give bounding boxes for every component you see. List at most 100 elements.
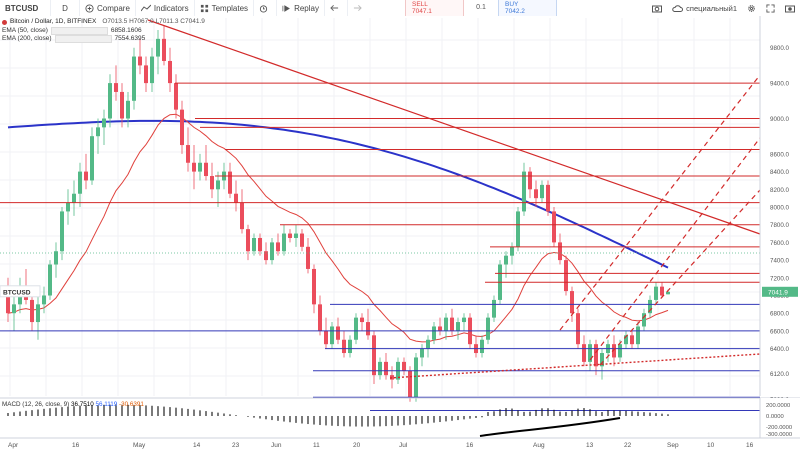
compare-icon (85, 3, 94, 13)
buy-price: 7042.2 (505, 8, 525, 15)
redo-button[interactable] (348, 0, 370, 16)
price-tick-label: 8000.0 (770, 205, 789, 212)
time-tick-label: 10 (707, 442, 715, 449)
candle-body (282, 233, 286, 252)
candle-body (264, 251, 268, 261)
candle-body (594, 344, 598, 367)
candle-body (162, 38, 166, 61)
candle-body (444, 317, 448, 331)
buy-label: BUY (505, 0, 519, 8)
trendline-drawings[interactable] (0, 19, 761, 412)
ema50-legend-swatch (50, 26, 108, 35)
candle-body (636, 326, 640, 345)
symbol-search-button[interactable]: BTCUSD (0, 0, 51, 16)
time-axis[interactable]: Apr 16 May 14 23 Jun 11 20 Jul 16 Aug 13 22 Sep 10 16 (0, 437, 800, 449)
candle-body (36, 304, 40, 323)
ema200-legend-swatch (54, 35, 112, 44)
templates-button[interactable]: Templates (195, 0, 255, 16)
candle-body (420, 348, 424, 358)
grid-lines (0, 18, 760, 396)
indicators-button[interactable]: Indicators (136, 0, 195, 16)
snapshot-button[interactable] (647, 0, 667, 16)
fullscreen-button[interactable] (761, 0, 780, 16)
macd-tick-label: 200.0000 (766, 403, 790, 409)
candle-body (456, 322, 460, 331)
ema50-legend-value: 6858.1606 (110, 26, 142, 34)
replay-button[interactable]: Replay (277, 0, 325, 16)
trade-panel: SELL 7047.1 0.1 BUY 7042.2 (405, 0, 557, 17)
candle-body (564, 260, 568, 292)
quantity-field[interactable]: 0.1 (464, 0, 498, 16)
candle-body (228, 171, 232, 194)
interval-button[interactable]: D (51, 0, 80, 16)
chart-area[interactable]: 10200.0 9800.0 9400.0 9000.0 8600.0 8400.0 820… (0, 16, 800, 455)
macd-value-signal: -30.6391 (119, 401, 144, 408)
candle-body (306, 246, 310, 269)
buy-button[interactable]: BUY 7042.2 (498, 0, 557, 17)
candle-body (288, 233, 292, 238)
price-axis-bg (760, 16, 800, 396)
candle-body (156, 38, 160, 57)
price-tick-label: 9800.0 (770, 45, 789, 52)
candle-body (534, 189, 538, 199)
candle-body (426, 339, 430, 349)
indicators-label: Indicators (153, 3, 189, 13)
candle-body (438, 326, 442, 331)
snapshot-share-button[interactable] (780, 0, 800, 16)
price-tick-label: 6120.0 (770, 371, 789, 378)
candle-body (324, 330, 328, 345)
candle-body (360, 317, 364, 323)
time-tick-label: 11 (313, 442, 320, 449)
price-tick-label: 8600.0 (770, 151, 789, 158)
settings-button[interactable] (742, 0, 761, 16)
candle-body (552, 211, 556, 243)
alert-button[interactable] (254, 0, 278, 16)
channel-upper-dashed (589, 137, 761, 361)
price-tick-label: 9400.0 (770, 81, 789, 88)
macd-pane: 200.0000 0.0000 -200.0000-300.0000 (0, 397, 800, 438)
candle-body (192, 162, 196, 172)
channel-upper2-dashed (559, 74, 761, 331)
quantity-value: 0.1 (476, 4, 486, 12)
price-axis[interactable]: 10200.0 9800.0 9400.0 9000.0 8600.0 8400.0 820… (0, 16, 800, 419)
fullscreen-icon (766, 3, 775, 13)
candle-body (84, 171, 88, 181)
right-toolbar: специальный1 (647, 0, 800, 16)
macd-tick-label: -200.0000 (766, 425, 792, 431)
price-tick-label: 8200.0 (770, 187, 789, 194)
candle-body (78, 171, 82, 194)
layout-name: специальный1 (686, 3, 737, 13)
indicators-icon (140, 4, 151, 12)
candle-body (546, 184, 550, 212)
candle-body (462, 317, 466, 323)
candle-body (492, 299, 496, 318)
candle-body (588, 344, 592, 362)
candle-body (90, 136, 94, 181)
undo-button[interactable] (325, 0, 348, 16)
candle-body (450, 317, 454, 331)
candle-body (540, 184, 544, 199)
sell-button[interactable]: SELL 7047.1 (405, 0, 464, 17)
candle-body (504, 255, 508, 265)
time-tick-label: Sep (667, 442, 679, 449)
candle-body (654, 286, 658, 300)
current-price-label: 7041.9 (768, 289, 788, 296)
candle-body (246, 229, 250, 252)
price-tick-label: 10200.0 (770, 16, 793, 17)
candle-body (294, 233, 298, 238)
candle-body (642, 313, 646, 327)
time-tick-label: 14 (193, 442, 201, 449)
candle-body (96, 127, 100, 137)
current-price-badge (762, 286, 798, 297)
candle-body (234, 193, 238, 203)
candle-body (318, 304, 322, 331)
candle-body (402, 361, 406, 371)
layout-name-button[interactable]: специальный1 (667, 0, 742, 16)
candle-body (102, 118, 106, 128)
compare-button[interactable]: Compare (80, 0, 136, 16)
chart-legend: Bitcoin / Dollar, 1D, BITFINEX O7013.5 H… (2, 18, 205, 44)
candle-body (108, 83, 112, 119)
price-tick-label: 6400.0 (770, 346, 789, 353)
compare-label: Compare (97, 3, 130, 13)
time-tick-label: 16 (466, 442, 474, 449)
